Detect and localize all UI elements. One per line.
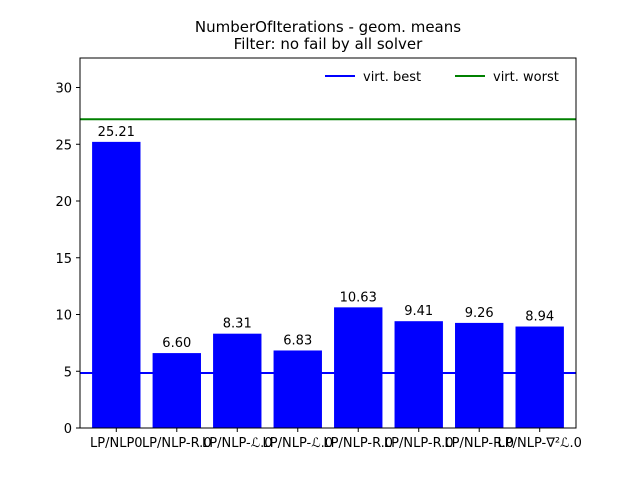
bar-1 [92, 141, 141, 428]
chart-title: NumberOfIterations - geom. means [195, 18, 461, 36]
bar-value-label-1: 25.21 [98, 125, 135, 140]
plot-area: 25.21 LP/NLP0 6.60 LP/NLP-R.0 8.31 LP/NLP-ℒ.0… [55, 82, 581, 451]
chart-subtitle: Filter: no fail by all solver [234, 35, 423, 53]
bar-value-label-4: 6.83 [283, 333, 312, 348]
legend-label-2: virt. worst [493, 70, 559, 85]
x-tick-label-1: LP/NLP0 [90, 436, 143, 451]
x-tick-label-6: LP/NLP-R.0 [384, 436, 454, 451]
x-tick-label-7: LP/NLP-R.0 [444, 436, 514, 451]
bar-6 [394, 321, 443, 428]
y-tick-label-6: 25 [55, 138, 72, 153]
y-tick-label-3: 10 [55, 309, 72, 324]
plot-frame [79, 57, 577, 429]
y-tick-label-7: 30 [55, 82, 72, 97]
bar-value-label-8: 8.94 [525, 310, 554, 325]
bar-4 [273, 350, 322, 428]
bar-value-label-2: 6.60 [162, 336, 191, 351]
legend-label-1: virt. best [363, 70, 421, 85]
bar-value-label-3: 8.31 [223, 317, 252, 332]
bar-5 [334, 307, 383, 428]
bar-2 [152, 353, 201, 428]
bar-value-label-6: 9.41 [404, 304, 433, 319]
y-tick-label-5: 20 [55, 195, 72, 210]
x-tick-label-4: LP/NLP-ℒ.0 [263, 436, 333, 451]
y-tick-label-2: 5 [64, 365, 72, 380]
x-tick-label-2: LP/NLP-R.0 [142, 436, 212, 451]
x-tick-label-8: LP/NLP-∇²ℒ.0 [498, 436, 582, 451]
x-tick-label-3: LP/NLP-ℒ.0 [202, 436, 272, 451]
bar-7 [455, 322, 504, 428]
y-tick-label-4: 15 [55, 252, 72, 267]
bar-8 [515, 326, 564, 428]
x-tick-label-5: LP/NLP-R.0 [323, 436, 393, 451]
y-tick-label-1: 0 [64, 422, 72, 437]
bar-value-label-5: 10.63 [340, 290, 377, 305]
bar-3 [213, 333, 262, 428]
bar-value-label-7: 9.26 [465, 306, 494, 321]
legend: virt. best virt. worst [325, 70, 559, 85]
